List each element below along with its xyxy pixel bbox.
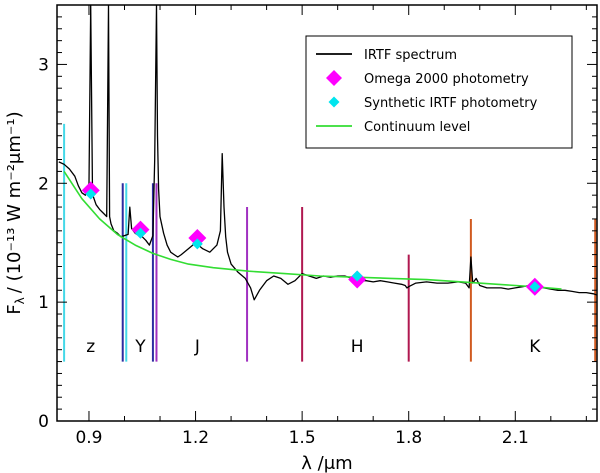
x-tick-label-4: 2.1	[502, 428, 529, 448]
x-tick-label-2: 1.5	[289, 428, 316, 448]
band-label-k: K	[529, 337, 541, 357]
series-line-continuum-level	[63, 170, 562, 290]
series	[58, 5, 597, 301]
photometry-markers	[81, 181, 544, 296]
y-axis-symbol: F	[4, 304, 25, 314]
synthetic-irtf-point-4	[529, 281, 541, 293]
band-label-j: J	[194, 337, 200, 357]
legend-label-3: Continuum level	[364, 120, 470, 135]
y-tick-label-2: 2	[38, 174, 49, 194]
legend: IRTF spectrum Omega 2000 photometry Synthe…	[305, 35, 573, 149]
legend-label-1: Omega 2000 photometry	[364, 72, 529, 87]
y-tick-label-1: 1	[38, 293, 49, 313]
legend-item-3: Continuum level	[316, 120, 470, 135]
legend-label-2: Synthetic IRTF photometry	[364, 96, 538, 111]
filter-edges	[63, 123, 597, 362]
omega2000-point-2	[188, 228, 207, 247]
y-axis-title: Fλ / (10⁻¹³ W m⁻²μm⁻¹)	[4, 111, 27, 314]
band-label-h: H	[351, 337, 364, 357]
legend-item-2: Synthetic IRTF photometry	[328, 96, 538, 111]
band-label-z: z	[86, 337, 95, 357]
legend-item-0: IRTF spectrum	[316, 48, 457, 63]
synthetic-irtf-point-1	[134, 227, 146, 239]
synthetic-irtf-point-0	[85, 188, 97, 200]
legend-swatch-2	[328, 96, 340, 108]
legend-label-0: IRTF spectrum	[364, 48, 457, 63]
band-label-y: Y	[134, 337, 146, 357]
synthetic-irtf-point-2	[191, 238, 203, 250]
axis-ticks: 0.9 1.2 1.5 1.8 2.1 0 1 2 3	[38, 4, 597, 448]
x-tick-label-3: 1.8	[395, 428, 422, 448]
y-axis-units: / (10⁻¹³ W m⁻²μm⁻¹)	[4, 111, 25, 293]
y-tick-label-0: 0	[38, 412, 49, 432]
y-tick-label-3: 3	[38, 55, 49, 75]
legend-swatch-1	[326, 70, 342, 86]
legend-item-1: Omega 2000 photometry	[326, 70, 529, 87]
x-axis-title: λ /μm	[301, 453, 352, 473]
synthetic-irtf-point-3	[351, 270, 363, 282]
y-axis-subscript: λ	[13, 297, 27, 304]
x-tick-label-0: 0.9	[75, 428, 102, 448]
x-tick-label-1: 1.2	[182, 428, 209, 448]
plot-frame	[56, 4, 598, 422]
